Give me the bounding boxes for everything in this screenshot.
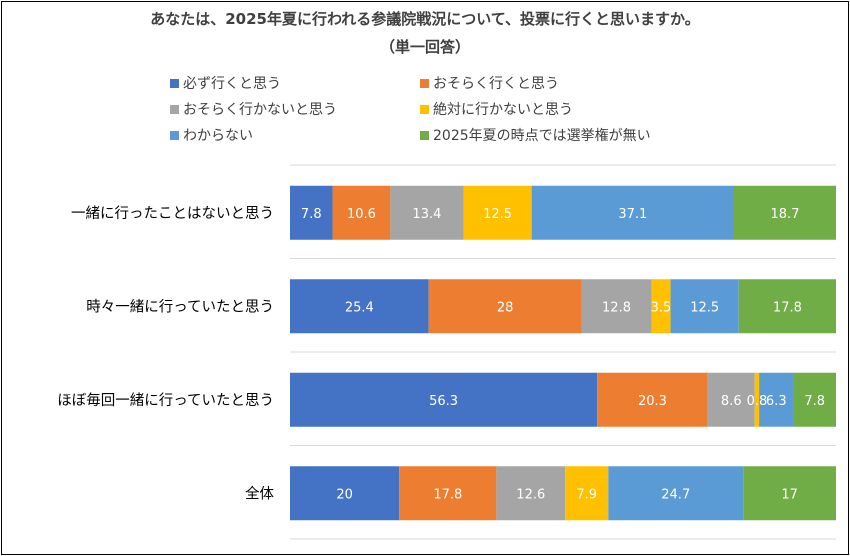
data-label: 17.8 xyxy=(773,300,802,315)
legend-swatch xyxy=(170,79,179,88)
bar-segment xyxy=(597,372,708,427)
category-label: 一緒に行ったことはないと思う xyxy=(71,205,274,222)
data-label: 10.6 xyxy=(347,207,376,222)
bars xyxy=(290,185,836,521)
data-label: 12.8 xyxy=(602,300,631,315)
data-label: 7.8 xyxy=(301,207,322,222)
legend-label: おそらく行かないと思う xyxy=(183,102,337,118)
bar-segment xyxy=(399,466,497,521)
data-label: 12.6 xyxy=(516,487,545,502)
category-label: ほぼ毎回一緒に行っていたと思う xyxy=(57,392,274,409)
bar-segment xyxy=(651,279,671,334)
legend-label: 2025年夏の時点では選挙権が無い xyxy=(433,127,651,144)
legend-swatch xyxy=(170,131,179,140)
bar-segment xyxy=(734,185,836,240)
data-label: 3.5 xyxy=(651,300,672,315)
bar-segment xyxy=(290,372,598,427)
bar-segment xyxy=(496,466,566,521)
bar-segment xyxy=(290,466,400,521)
bar-segment xyxy=(565,466,609,521)
chart-title: あなたは、2025年夏に行われる参議院戦況について、投票に行くと思いますか。 xyxy=(150,10,700,28)
legend-swatch xyxy=(420,105,429,114)
bar-segment xyxy=(290,279,429,334)
data-label: 20.3 xyxy=(638,394,667,409)
value-labels: 7.8 10.6 13.4 12.5 37.1 18.7 25.4 28 12.8 3.5 12.5… xyxy=(301,207,825,503)
data-label: 18.7 xyxy=(771,207,800,222)
bar-segment xyxy=(290,185,333,240)
legend-swatch xyxy=(420,131,429,140)
category-label: 全体 xyxy=(245,484,274,502)
data-label: 17.8 xyxy=(433,487,462,502)
data-label: 12.5 xyxy=(690,300,719,315)
legend-swatch xyxy=(170,105,179,114)
bar-segment xyxy=(707,372,755,427)
data-label: 8.6 xyxy=(721,394,742,409)
legend-swatch xyxy=(420,79,429,88)
legend-label: 絶対に行かないと思う xyxy=(433,102,573,118)
bar-segment xyxy=(793,372,836,427)
legend-label: おそらく行くと思う xyxy=(433,76,559,92)
data-label: 56.3 xyxy=(429,394,458,409)
data-label: 0.8 xyxy=(747,394,768,409)
category-label: 時々一緒に行っていたと思う xyxy=(86,298,274,315)
data-label: 6.3 xyxy=(766,394,787,409)
data-label: 7.9 xyxy=(576,487,597,502)
data-label: 17 xyxy=(781,487,798,502)
bar-segment xyxy=(738,279,836,334)
bar-segment xyxy=(581,279,652,334)
bar-segment xyxy=(759,372,794,427)
data-label: 7.8 xyxy=(804,394,825,409)
data-label: 20 xyxy=(336,487,353,502)
bar-segment xyxy=(531,185,734,240)
category-labels: 一緒に行ったことはないと思う時々一緒に行っていたと思うほぼ毎回一緒に行っていたと… xyxy=(57,205,274,503)
bar-segment xyxy=(608,466,744,521)
data-label: 24.7 xyxy=(661,487,690,502)
data-label: 12.5 xyxy=(483,207,512,222)
legend-label: わからない xyxy=(183,128,253,144)
bar-segment xyxy=(332,185,391,240)
legend-label: 必ず行くと思う xyxy=(183,76,281,92)
data-label: 25.4 xyxy=(345,300,374,315)
bar-segment xyxy=(463,185,532,240)
gridlines xyxy=(290,164,836,540)
chart-subtitle: （単一回答） xyxy=(380,38,470,56)
bar-segment xyxy=(754,372,760,427)
bar-segment xyxy=(428,279,582,334)
data-label: 13.4 xyxy=(412,207,441,222)
bar-segment xyxy=(743,466,836,521)
bar-segment xyxy=(390,185,464,240)
data-label: 37.1 xyxy=(618,207,647,222)
data-label: 28 xyxy=(497,300,514,315)
bar-segment xyxy=(670,279,739,334)
